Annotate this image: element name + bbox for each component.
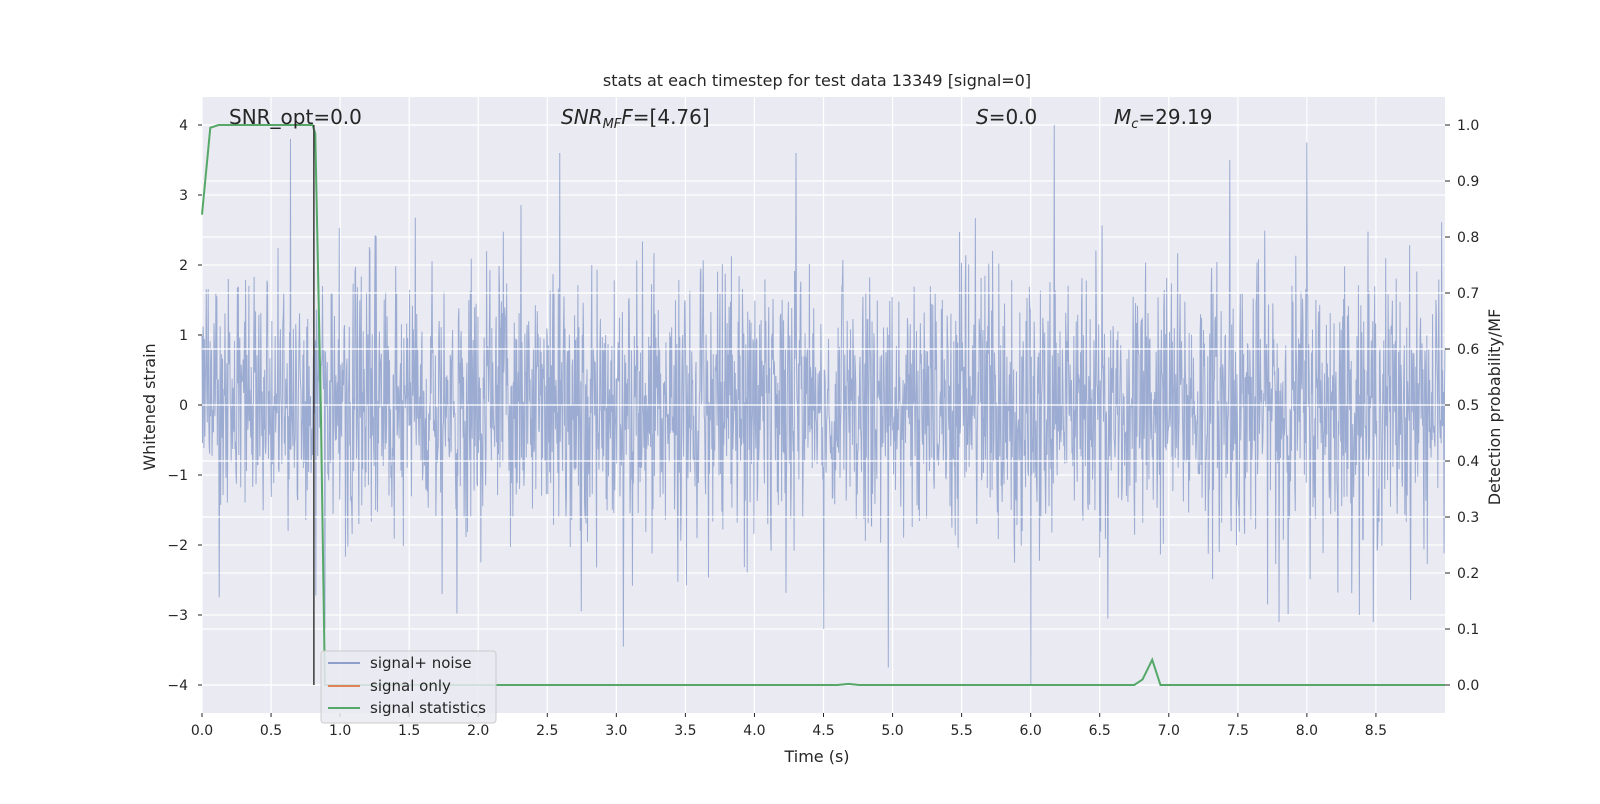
y-left-tick-label: 3 <box>179 188 188 204</box>
y-left-tick-label: 2 <box>179 258 188 274</box>
series-signal-noise-segment <box>871 232 968 668</box>
series-signal-statistics-line <box>201 124 1445 686</box>
annotation-mc-sub: c <box>1131 117 1138 132</box>
y-left-tick-label: −3 <box>167 608 188 624</box>
series-signal-noise-segment <box>201 138 299 598</box>
y-left-tick-label: −2 <box>167 538 188 554</box>
legend-label-signal-only: signal only <box>370 677 451 695</box>
x-tick-label: 4.5 <box>812 723 834 739</box>
x-tick-label: 7.0 <box>1158 723 1180 739</box>
legend-label-signal-noise: signal+ noise <box>370 654 472 672</box>
y-right-axis-ticks: 0.0 0.1 0.2 0.3 0.4 0.5 0.6 0.7 0.8 0.9 1.0 <box>1445 118 1479 694</box>
series-signal-noise-segment <box>679 256 777 586</box>
x-tick-label: 6.0 <box>1020 723 1042 739</box>
x-axis-label: Time (s) <box>783 747 849 766</box>
annotation-snr-mf-value: =[4.76] <box>633 105 710 129</box>
y-right-tick-label: 0.1 <box>1457 622 1479 638</box>
x-tick-label: 4.0 <box>743 723 765 739</box>
y-right-tick-label: 0.7 <box>1457 286 1479 302</box>
series-signal-noise-segment <box>775 152 873 630</box>
annotation-snr-mf: SNRMFF=[4.76] <box>561 105 710 132</box>
annotation-snr-mf-sub: MF <box>603 117 622 132</box>
x-tick-label: 3.0 <box>605 723 627 739</box>
annotation-mc-value: =29.19 <box>1138 105 1212 129</box>
series-signal-noise-segment <box>1158 159 1255 580</box>
x-tick-label: 5.5 <box>950 723 972 739</box>
y-right-axis-label: Detection probability/MF <box>1485 309 1504 506</box>
y-right-tick-label: 0.0 <box>1457 678 1479 694</box>
x-axis-ticks: 0.0 0.5 1.0 1.5 2.0 2.5 3.0 3.5 4.0 4.5 5.0 5.5 6.0 6… <box>191 713 1387 739</box>
x-tick-label: 2.5 <box>536 723 558 739</box>
annotation-s-var: S <box>976 105 989 129</box>
annotation-mc-main: M <box>1114 105 1131 129</box>
series-signal-noise-segment <box>966 124 1064 686</box>
legend: signal+ noise signal only signal statist… <box>320 650 497 724</box>
annotation-mc: Mc=29.19 <box>1114 105 1212 132</box>
series-signal-noise-segment <box>1253 142 1351 623</box>
chart-title: stats at each timestep for test data 133… <box>603 71 1031 90</box>
x-tick-label: 0.5 <box>260 723 282 739</box>
y-right-tick-label: 0.4 <box>1457 454 1479 470</box>
series-signal-noise-segment <box>488 152 586 612</box>
x-tick-label: 1.0 <box>329 723 351 739</box>
x-tick-label: 5.0 <box>881 723 903 739</box>
y-right-tick-label: 0.5 <box>1457 398 1479 414</box>
y-left-tick-label: −1 <box>167 468 188 484</box>
annotation-snr-opt: SNR_opt=0.0 <box>229 105 362 129</box>
series-signal-noise-segment <box>392 217 490 614</box>
y-right-tick-label: 1.0 <box>1457 118 1479 134</box>
x-tick-label: 8.0 <box>1296 723 1318 739</box>
y-right-tick-label: 0.9 <box>1457 174 1479 190</box>
y-left-axis-ticks: −4 −3 −2 −1 0 1 2 3 4 <box>167 118 202 694</box>
annotation-s: S=0.0 <box>976 105 1037 129</box>
y-left-tick-label: 4 <box>179 118 188 134</box>
annotation-snr-mf-f: F <box>621 105 633 129</box>
y-right-tick-label: 0.2 <box>1457 566 1479 582</box>
x-tick-label: 3.5 <box>674 723 696 739</box>
y-left-tick-label: 0 <box>179 398 188 414</box>
y-right-tick-label: 0.6 <box>1457 342 1479 358</box>
x-tick-label: 7.5 <box>1227 723 1249 739</box>
y-right-tick-label: 0.8 <box>1457 230 1479 246</box>
annotation-s-value: =0.0 <box>989 105 1038 129</box>
legend-box <box>320 650 497 724</box>
series-signal-noise-segment <box>1062 225 1160 619</box>
x-tick-label: 1.5 <box>398 723 420 739</box>
series-signal-noise-segment <box>1349 222 1446 623</box>
x-tick-label: 8.5 <box>1365 723 1387 739</box>
y-left-axis-label: Whitened strain <box>140 343 159 470</box>
legend-label-signal-statistics: signal statistics <box>370 699 486 717</box>
x-tick-label: 0.0 <box>191 723 213 739</box>
annotation-snr-mf-main: SNR <box>561 105 603 129</box>
series-signal-noise <box>201 124 1446 686</box>
x-tick-label: 6.5 <box>1089 723 1111 739</box>
series-signal-statistics <box>201 124 1445 686</box>
y-left-tick-label: 1 <box>179 328 188 344</box>
x-tick-label: 2.0 <box>467 723 489 739</box>
y-right-tick-label: 0.3 <box>1457 510 1479 526</box>
y-left-tick-label: −4 <box>167 678 188 694</box>
